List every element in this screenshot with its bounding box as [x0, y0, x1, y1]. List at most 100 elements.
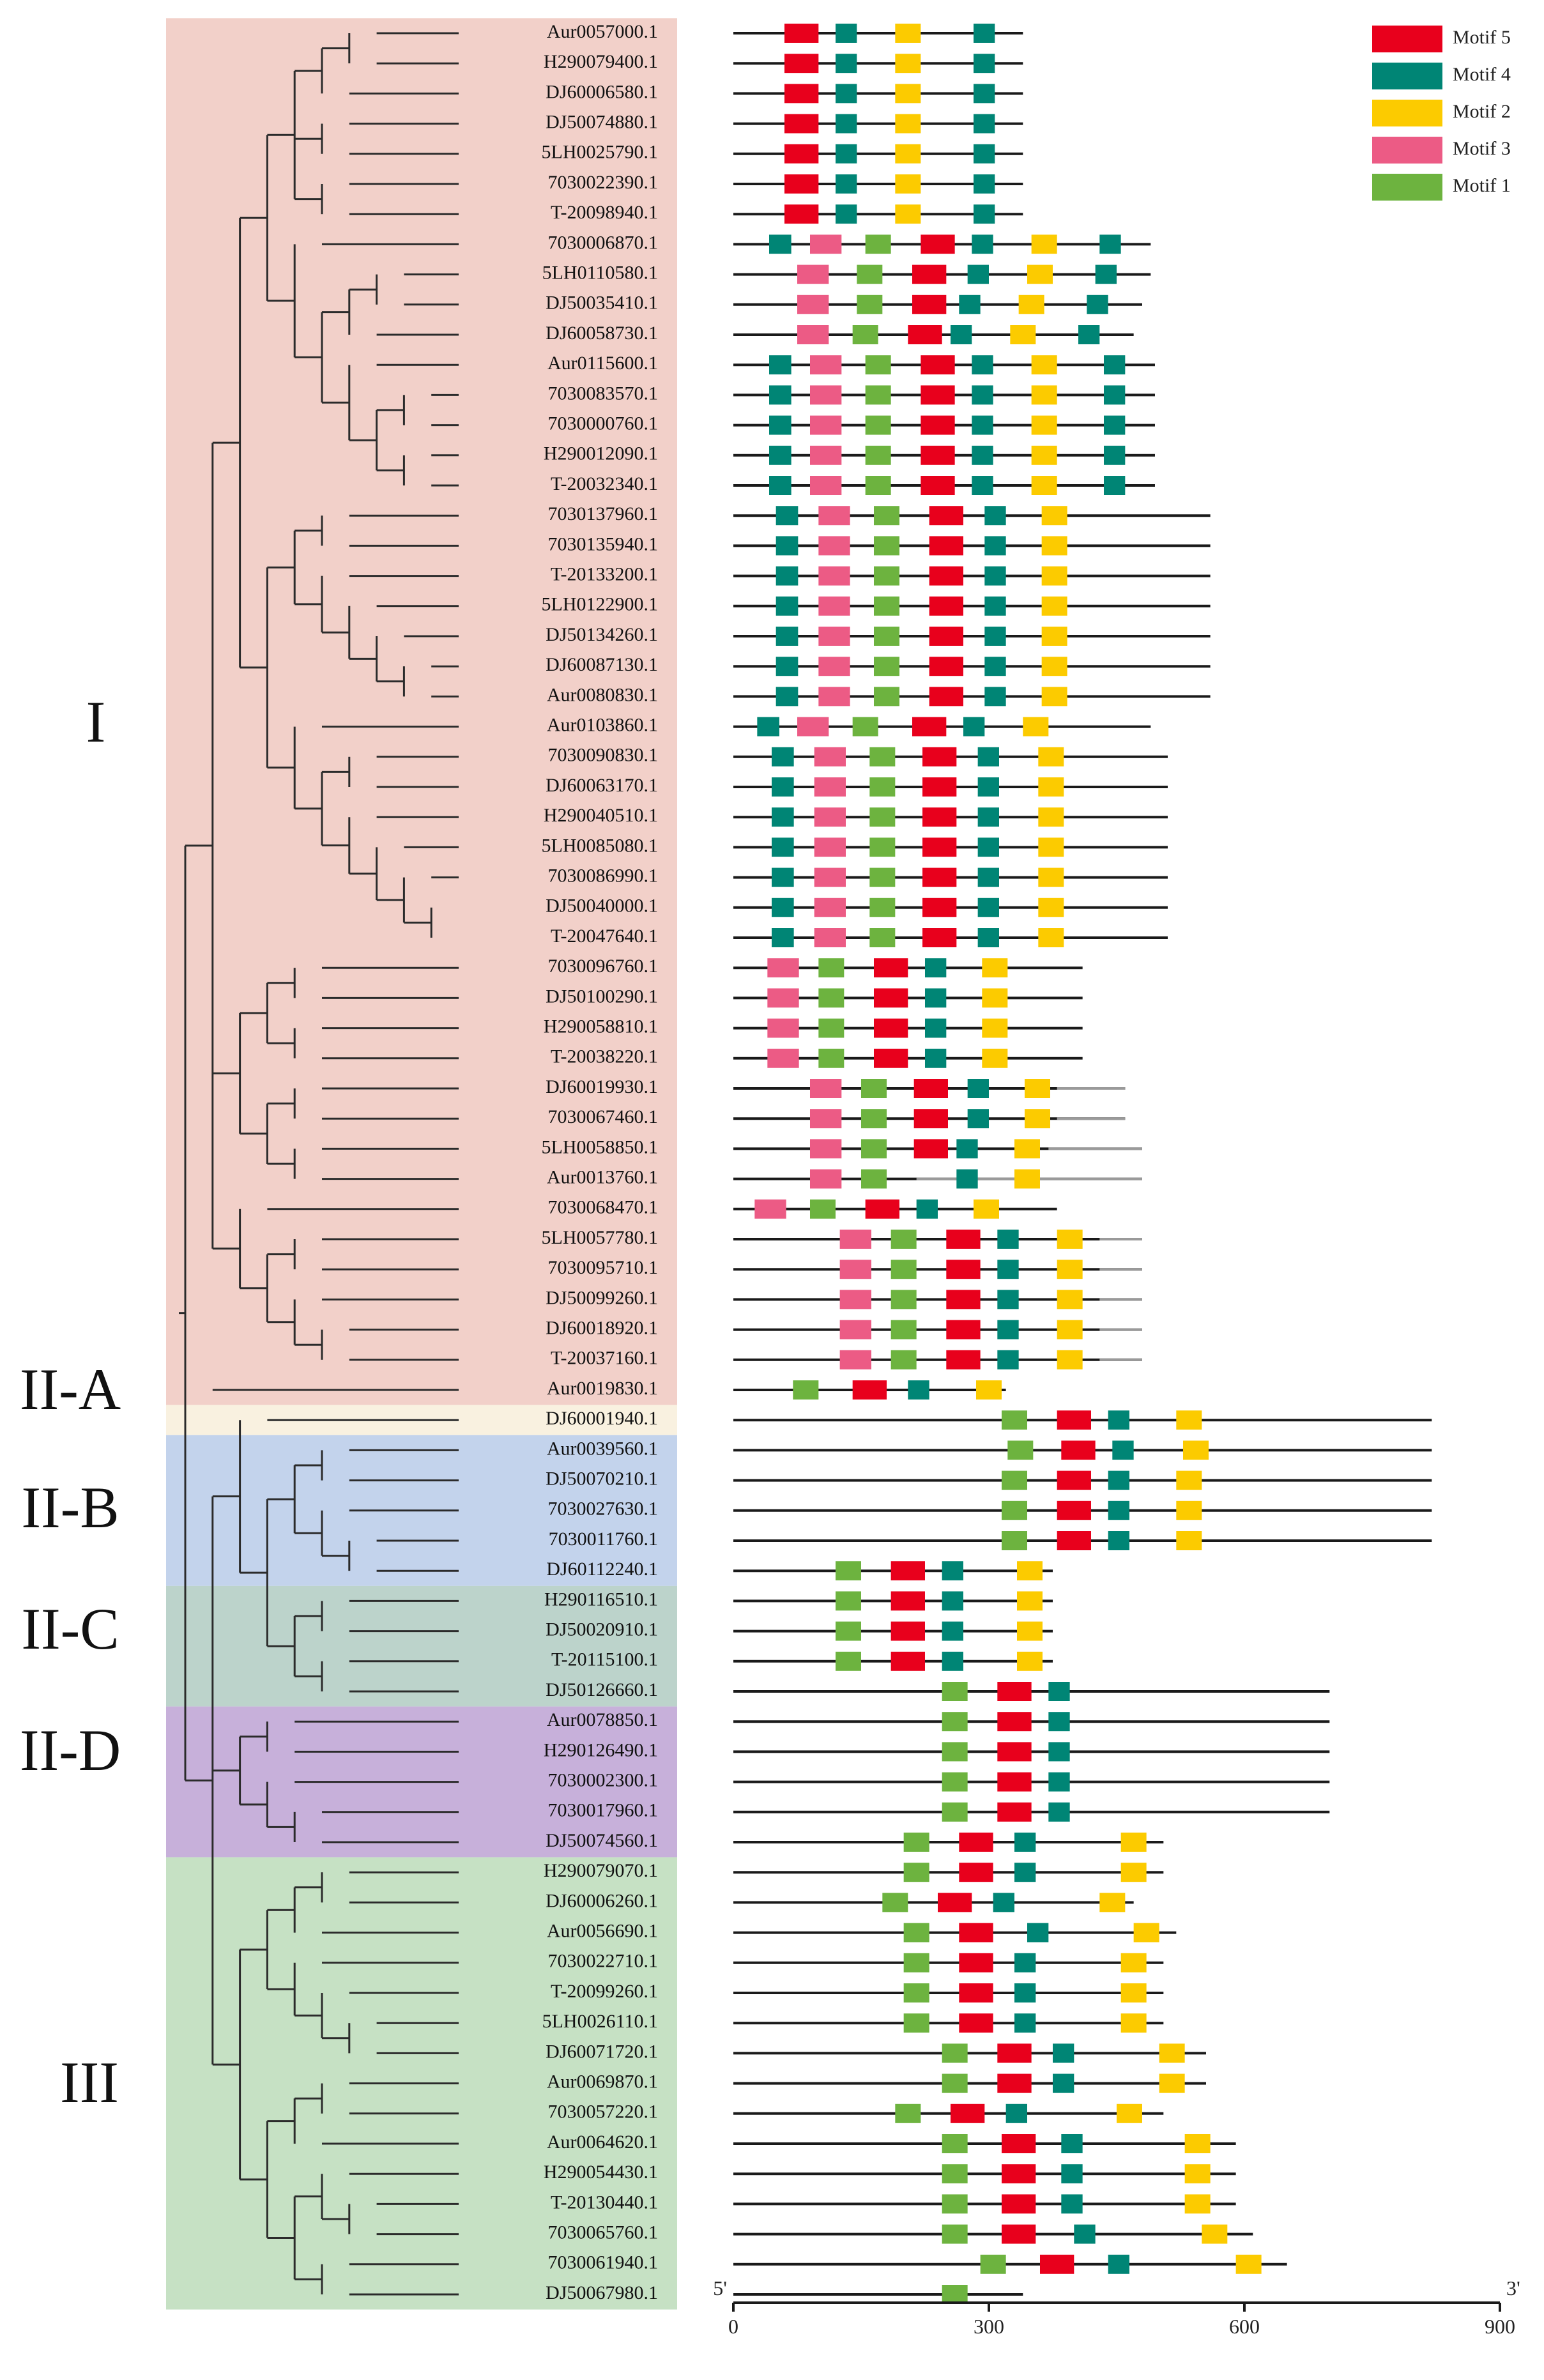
motif-box-motif-5	[1001, 2224, 1036, 2244]
motif-box-motif-4	[757, 717, 779, 736]
gene-label: 7030086990.1	[548, 865, 659, 886]
axis-5prime-label: 5'	[713, 2277, 727, 2300]
motif-box-motif-4	[835, 84, 857, 103]
motif-box-motif-2	[1184, 2134, 1211, 2153]
motif-box-motif-5	[912, 717, 947, 736]
motif-box-motif-4	[924, 958, 947, 978]
gene-label: 7030065760.1	[548, 2222, 659, 2243]
motif-box-motif-3	[767, 1048, 799, 1068]
motif-box-motif-3	[797, 325, 829, 344]
motif-box-motif-4	[997, 1350, 1019, 1369]
motif-box-motif-2	[982, 1018, 1008, 1038]
motif-box-motif-2	[1184, 2194, 1211, 2214]
motif-box-motif-5	[890, 1651, 925, 1671]
motif-box-motif-3	[839, 1290, 871, 1309]
motif-box-motif-1	[818, 988, 845, 1008]
motif-box-motif-1	[873, 687, 899, 706]
motif-box-motif-4	[1108, 2254, 1129, 2274]
motif-box-motif-2	[1038, 807, 1064, 827]
motif-box-motif-4	[1027, 1923, 1049, 1942]
gene-label: 7030057220.1	[548, 2102, 659, 2123]
gene-label: DJ60006260.1	[546, 1890, 658, 1911]
gene-label: 5LH0026110.1	[542, 2011, 658, 2032]
motif-box-motif-1	[1001, 1500, 1027, 1520]
motif-box-motif-1	[942, 2134, 968, 2153]
motif-box-motif-5	[865, 1199, 899, 1219]
motif-box-motif-4	[977, 928, 999, 947]
motif-box-motif-4	[1014, 1863, 1036, 1882]
gene-label: 7030022710.1	[548, 1951, 659, 1972]
legend-label: Motif 4	[1453, 64, 1511, 85]
group-band-ii-c	[166, 1585, 677, 1707]
motif-box-motif-4	[972, 234, 993, 254]
motif-box-motif-4	[977, 777, 999, 797]
motif-box-motif-3	[754, 1199, 786, 1219]
gene-label: DJ50067980.1	[546, 2282, 658, 2303]
motif-box-motif-5	[997, 1712, 1032, 1732]
motif-box-motif-4	[984, 536, 1006, 556]
motif-box-motif-1	[903, 1863, 929, 1882]
motif-box-motif-1	[903, 2013, 929, 2033]
motif-box-motif-4	[768, 445, 791, 465]
motif-box-motif-2	[895, 144, 921, 164]
motif-box-motif-2	[1031, 234, 1057, 254]
motif-box-motif-5	[784, 54, 819, 73]
motif-box-motif-1	[835, 1591, 861, 1611]
gene-label: DJ60001940.1	[546, 1408, 658, 1429]
motif-box-motif-2	[1176, 1500, 1202, 1520]
motif-box-motif-5	[890, 1621, 925, 1641]
motif-box-motif-2	[895, 24, 921, 43]
motif-box-motif-4	[771, 807, 794, 827]
gene-label: T-20098940.1	[551, 202, 658, 223]
motif-box-motif-4	[916, 1199, 938, 1219]
motif-box-motif-4	[1061, 2134, 1083, 2153]
motif-box-motif-4	[1095, 264, 1117, 284]
motif-box-motif-2	[1016, 1621, 1043, 1641]
motif-box-motif-2	[1159, 2043, 1185, 2063]
motif-box-motif-5	[921, 445, 955, 465]
motif-box-motif-5	[950, 2103, 985, 2123]
axis-tick-label: 300	[974, 2315, 1004, 2338]
motif-box-motif-1	[860, 1109, 887, 1129]
gene-label: H290079070.1	[544, 1860, 658, 1881]
gene-label: Aur0078850.1	[547, 1709, 658, 1730]
motif-box-motif-4	[771, 837, 794, 857]
motif-box-motif-4	[924, 1048, 947, 1068]
motif-box-motif-1	[942, 1682, 968, 1701]
gene-label: DJ50074560.1	[546, 1830, 658, 1851]
motif-box-motif-4	[997, 1230, 1019, 1249]
motif-box-motif-3	[839, 1320, 871, 1339]
motif-box-motif-4	[942, 1561, 963, 1581]
motif-box-motif-1	[903, 1953, 929, 1972]
motif-box-motif-4	[942, 1591, 963, 1611]
motif-box-motif-1	[942, 1802, 968, 1822]
motif-box-motif-3	[809, 234, 842, 254]
motif-box-motif-5	[922, 867, 957, 887]
motif-box-motif-1	[865, 476, 891, 495]
motif-box-motif-5	[997, 1742, 1032, 1762]
motif-box-motif-5	[913, 1109, 948, 1129]
motif-box-motif-4	[1014, 1833, 1036, 1852]
motif-box-motif-3	[839, 1350, 871, 1369]
motif-box-motif-2	[973, 1199, 999, 1219]
axis-tick-label: 900	[1485, 2315, 1515, 2338]
gene-label: Aur0013760.1	[547, 1166, 658, 1187]
motif-box-motif-4	[967, 1079, 989, 1098]
motif-box-motif-5	[929, 566, 963, 586]
motif-box-motif-4	[977, 807, 999, 827]
group-label-ii-d: II-D	[20, 1718, 121, 1783]
motif-box-motif-2	[982, 988, 1008, 1008]
motif-box-motif-3	[809, 1079, 842, 1098]
gene-label: Aur0080830.1	[547, 684, 658, 705]
motif-box-motif-3	[814, 747, 846, 767]
motif-box-motif-2	[1014, 1139, 1040, 1159]
motif-box-motif-5	[784, 114, 819, 133]
motif-box-motif-4	[835, 24, 857, 43]
motif-box-motif-4	[768, 355, 791, 375]
motif-box-motif-5	[784, 204, 819, 224]
gene-label: 5LH0025790.1	[542, 142, 659, 163]
motif-box-motif-1	[903, 1983, 929, 2002]
gene-label: 7030135940.1	[548, 533, 659, 554]
motif-box-motif-4	[1014, 1953, 1036, 1972]
motif-box-motif-1	[860, 1169, 887, 1189]
